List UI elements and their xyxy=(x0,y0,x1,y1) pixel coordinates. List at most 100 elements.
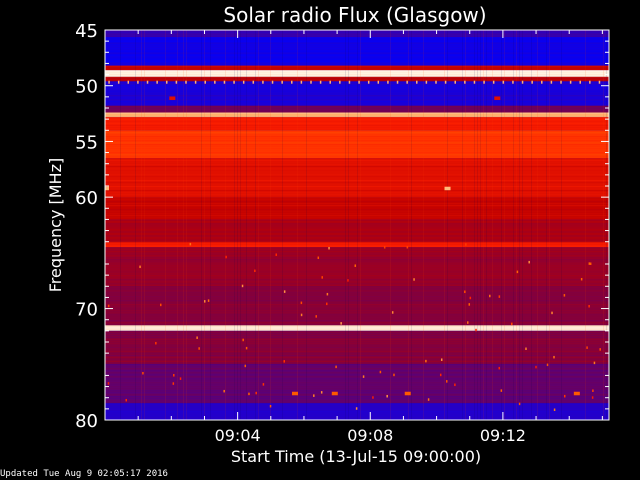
speckle xyxy=(179,377,182,380)
periodic-dot xyxy=(319,80,322,84)
burst-feature xyxy=(169,96,176,100)
frequency-streak xyxy=(105,162,609,164)
y-tick-label: 80 xyxy=(75,411,98,432)
speckle xyxy=(464,290,466,294)
frequency-streak xyxy=(105,413,609,415)
periodic-dot xyxy=(252,80,255,84)
periodic-dot xyxy=(156,80,158,84)
frequency-streak xyxy=(105,176,609,178)
time-striation xyxy=(237,30,238,420)
time-striation xyxy=(360,30,361,420)
periodic-dot xyxy=(262,80,264,84)
speckle xyxy=(196,336,198,339)
frequency-streak xyxy=(105,241,609,243)
time-striation xyxy=(447,30,448,420)
frequency-streak xyxy=(105,118,609,120)
periodic-dot xyxy=(223,80,226,84)
time-striation xyxy=(561,30,562,420)
frequency-streak xyxy=(105,249,609,251)
speckle xyxy=(528,260,530,264)
frequency-streak xyxy=(105,245,609,247)
frequency-streak xyxy=(105,290,609,292)
frequency-streak xyxy=(105,304,609,306)
updated-timestamp: Updated Tue Aug 9 02:05:17 2016 xyxy=(0,469,168,479)
frequency-streak xyxy=(105,300,609,302)
periodic-dot xyxy=(127,80,130,84)
frequency-streak xyxy=(105,116,609,118)
frequency-streak xyxy=(105,124,609,126)
frequency-streak xyxy=(105,263,609,265)
frequency-streak xyxy=(105,122,609,124)
frequency-streak xyxy=(105,233,609,235)
time-striation xyxy=(348,30,349,420)
frequency-streak xyxy=(105,374,609,376)
speckle xyxy=(489,294,491,298)
periodic-dot xyxy=(348,80,351,84)
time-striation xyxy=(390,30,391,420)
frequency-streak xyxy=(105,76,609,78)
time-striation xyxy=(585,30,586,420)
y-axis-label: Frequency [MHz] xyxy=(46,158,65,292)
frequency-streak xyxy=(105,362,609,364)
periodic-dot xyxy=(339,80,341,84)
speckle xyxy=(244,364,247,368)
frequency-streak xyxy=(105,382,609,384)
speckle xyxy=(189,242,192,246)
speckle xyxy=(275,253,278,256)
frequency-streak xyxy=(105,394,609,396)
burst-feature xyxy=(573,391,580,396)
speckle xyxy=(173,374,175,377)
frequency-streak xyxy=(105,170,609,172)
frequency-streak xyxy=(105,329,609,331)
periodic-dot xyxy=(425,80,428,84)
speckle xyxy=(107,304,110,308)
time-striation xyxy=(408,30,409,420)
periodic-dot xyxy=(367,80,370,84)
speckle xyxy=(546,363,549,367)
speckle xyxy=(248,392,250,396)
frequency-streak xyxy=(105,360,609,362)
frequency-streak xyxy=(105,239,609,241)
frequency-streak xyxy=(105,312,609,314)
frequency-streak xyxy=(105,160,609,162)
speckle xyxy=(425,359,427,363)
frequency-streak xyxy=(105,318,609,320)
time-striation xyxy=(258,30,259,420)
time-striation xyxy=(504,30,505,420)
burst-feature xyxy=(105,186,109,191)
speckle xyxy=(207,299,210,302)
y-axis-ticks: 45 50 55 60 70 80 xyxy=(75,21,609,432)
time-striation xyxy=(141,30,142,420)
speckle xyxy=(225,255,227,259)
time-striation xyxy=(465,30,466,420)
speckle xyxy=(241,284,244,288)
frequency-streak xyxy=(105,95,609,97)
y-tick-label: 60 xyxy=(75,188,98,209)
frequency-streak xyxy=(105,302,609,304)
speckle xyxy=(354,264,357,267)
speckle xyxy=(475,328,477,332)
frequency-streak xyxy=(105,330,609,332)
frequency-streak xyxy=(105,211,609,213)
frequency-streak xyxy=(105,372,609,374)
frequency-streak xyxy=(105,346,609,348)
speckle xyxy=(172,382,175,385)
speckle xyxy=(427,398,430,401)
frequency-streak xyxy=(105,97,609,99)
speckle xyxy=(500,389,503,392)
speckle xyxy=(269,404,272,408)
time-striation xyxy=(522,30,523,420)
frequency-streak xyxy=(105,120,609,122)
time-striation xyxy=(423,30,424,420)
frequency-streak xyxy=(105,306,609,308)
time-striation xyxy=(516,30,517,420)
time-striation xyxy=(513,30,514,420)
frequency-streak xyxy=(105,134,609,136)
frequency-streak xyxy=(105,292,609,294)
frequency-streak xyxy=(105,36,609,37)
speckle xyxy=(588,305,590,308)
frequency-streak xyxy=(105,296,609,298)
time-striation xyxy=(480,30,481,420)
spectrogram-features xyxy=(105,96,580,396)
speckle xyxy=(439,373,442,377)
